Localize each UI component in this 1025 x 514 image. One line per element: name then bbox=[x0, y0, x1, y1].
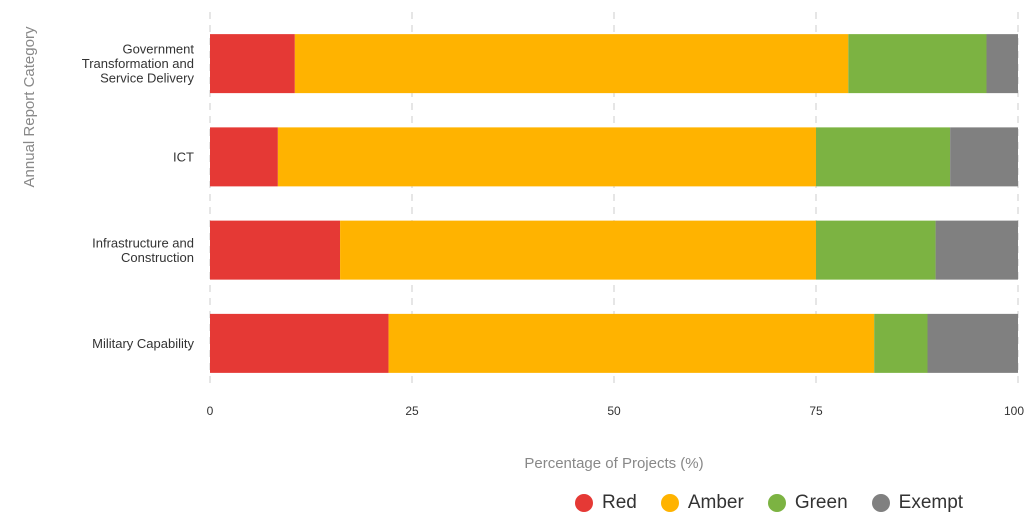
bar-segment-exempt bbox=[950, 127, 1018, 187]
x-tick-labels: 0 25 50 75 100 bbox=[207, 404, 1025, 418]
chart: Government Transformation and Service Deli… bbox=[21, 12, 1025, 472]
legend-swatch bbox=[660, 494, 679, 512]
x-axis-title: Percentage of Projects (%) bbox=[524, 455, 703, 472]
bar-segment-exempt bbox=[935, 220, 1018, 280]
bar-segment-red bbox=[210, 313, 389, 373]
bar-segment-red bbox=[210, 127, 278, 187]
legend-swatch bbox=[767, 494, 786, 512]
bar-segment-green bbox=[874, 313, 928, 373]
legend-item-amber: Amber bbox=[660, 492, 744, 514]
legend-label: Exempt bbox=[898, 492, 964, 513]
bar-segment-red bbox=[210, 220, 341, 280]
bar-segment-green bbox=[816, 127, 951, 187]
category-label: Military Capability bbox=[92, 336, 194, 351]
legend-item-exempt: Exempt bbox=[871, 492, 964, 514]
bar-segment-exempt bbox=[927, 313, 1018, 373]
legend-label: Green bbox=[794, 492, 848, 513]
bar-segment-red bbox=[210, 34, 295, 94]
bars bbox=[210, 34, 1018, 373]
category-label: ICT bbox=[173, 149, 194, 164]
legend-label: Red bbox=[602, 492, 637, 513]
bar-segment-amber bbox=[294, 34, 849, 94]
legend-item-red: Red bbox=[575, 492, 637, 514]
y-axis-title: Annual Report Category bbox=[21, 26, 38, 187]
legend-swatch bbox=[575, 494, 593, 512]
x-tick-label: 0 bbox=[207, 404, 214, 418]
category-label: Infrastructure and Construction bbox=[92, 235, 194, 265]
category-label: Government Transformation and Service Deli… bbox=[82, 42, 195, 86]
legend: Red Amber Green Exempt bbox=[575, 492, 963, 514]
grid-lines bbox=[209, 12, 1019, 385]
legend-swatch bbox=[871, 494, 890, 512]
bar-segment-green bbox=[848, 34, 987, 94]
bar-segment-amber bbox=[340, 220, 816, 280]
legend-label: Amber bbox=[687, 492, 744, 513]
bar-segment-amber bbox=[388, 313, 875, 373]
x-tick-label: 50 bbox=[607, 404, 621, 418]
x-tick-label: 75 bbox=[809, 404, 823, 418]
bar-segment-green bbox=[816, 220, 936, 280]
x-tick-label: 100 bbox=[1004, 404, 1024, 418]
bar-segment-exempt bbox=[986, 34, 1018, 94]
category-labels: Government Transformation and Service Deli… bbox=[82, 42, 195, 351]
legend-item-green: Green bbox=[767, 492, 848, 514]
x-tick-label: 25 bbox=[405, 404, 419, 418]
bar-segment-amber bbox=[277, 127, 816, 187]
